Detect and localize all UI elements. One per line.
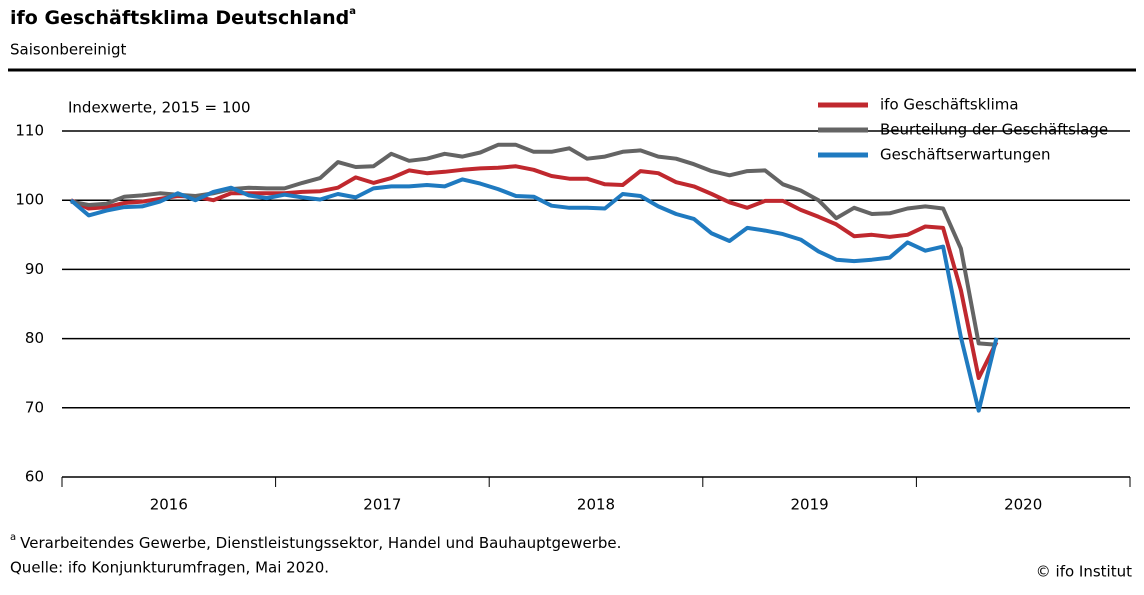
x-tick-label: 2020 bbox=[1004, 496, 1042, 514]
legend-label: Geschäftserwartungen bbox=[880, 146, 1051, 164]
y-tick-label: 90 bbox=[25, 260, 44, 278]
title-marker: a bbox=[349, 6, 356, 17]
subtitle: Saisonbereinigt bbox=[10, 41, 127, 59]
source: Quelle: ifo Konjunkturumfragen, Mai 2020… bbox=[10, 559, 329, 577]
footnote: a Verarbeitendes Gewerbe, Dienstleistungs… bbox=[10, 532, 621, 552]
footnote-marker: a bbox=[10, 532, 16, 543]
legend-label: Beurteilung der Geschäftslage bbox=[880, 121, 1108, 139]
y-tick-label: 110 bbox=[15, 122, 44, 140]
legend-label: ifo Geschäftsklima bbox=[880, 96, 1019, 114]
x-tick-label: 2019 bbox=[791, 496, 829, 514]
y-axis-label: Indexwerte, 2015 = 100 bbox=[68, 99, 251, 117]
series-line bbox=[70, 164, 999, 380]
copyright: © ifo Institut bbox=[1036, 563, 1132, 581]
y-tick-label: 80 bbox=[25, 329, 44, 347]
series-line bbox=[70, 142, 997, 347]
title-text: ifo Geschäftsklima Deutschland bbox=[10, 7, 349, 29]
x-tick-label: 2018 bbox=[577, 496, 615, 514]
y-tick-label: 60 bbox=[25, 468, 44, 486]
footnote-text: Verarbeitendes Gewerbe, Dienstleistungss… bbox=[20, 534, 621, 552]
x-tick-label: 2016 bbox=[150, 496, 188, 514]
x-tick-label: 2017 bbox=[363, 496, 401, 514]
chart-title: ifo Geschäftsklima Deutschlanda bbox=[10, 6, 356, 29]
y-tick-label: 100 bbox=[15, 191, 44, 209]
y-tick-label: 70 bbox=[25, 398, 44, 416]
series-line bbox=[69, 177, 999, 413]
